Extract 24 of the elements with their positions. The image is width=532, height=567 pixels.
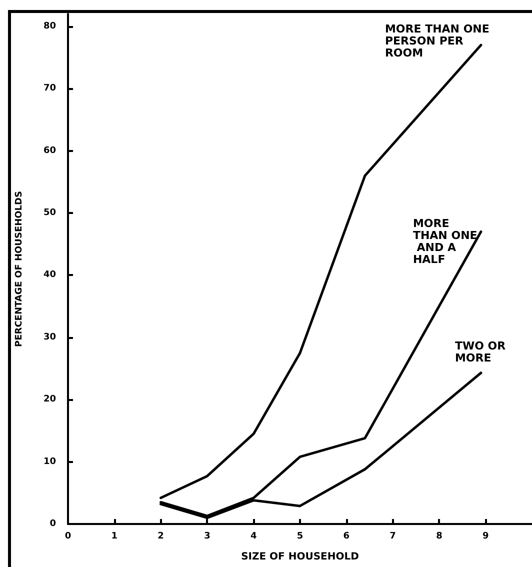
x-tick-label: 1 [111, 532, 118, 542]
y-tick-label: 70 [43, 84, 56, 94]
series-label: MORE THAN ONE PERSON PER ROOM [384, 22, 494, 60]
series-label: TWO OR MORE [454, 339, 510, 364]
x-tick-label: 9 [482, 532, 489, 542]
y-tick-label: 80 [43, 21, 56, 32]
y-tick-label: 10 [43, 456, 56, 467]
y-tick-label: 30 [43, 332, 56, 342]
x-tick-label: 6 [343, 532, 350, 542]
x-tick-label: 2 [158, 532, 164, 542]
x-tick-label: 8 [436, 532, 442, 542]
y-tick-label: 20 [43, 394, 56, 405]
x-axis-title: SIZE OF HOUSEHOLD [241, 552, 359, 562]
y-tick-label: 50 [43, 208, 56, 218]
x-tick-label: 3 [204, 532, 210, 542]
y-tick-label: 0 [50, 519, 56, 529]
series-label: MORE THAN ONE AND A HALF [412, 217, 478, 266]
x-tick-label: 5 [296, 532, 304, 542]
x-tick-label: 0 [64, 532, 72, 542]
y-tick-label: 40 [43, 270, 56, 280]
x-tick-label: 4 [250, 532, 257, 542]
x-tick-label: 7 [390, 532, 396, 542]
y-axis-title: PERCENTAGE OF HOUSEHOLDS [14, 191, 24, 347]
y-tick-label: 60 [43, 146, 56, 156]
